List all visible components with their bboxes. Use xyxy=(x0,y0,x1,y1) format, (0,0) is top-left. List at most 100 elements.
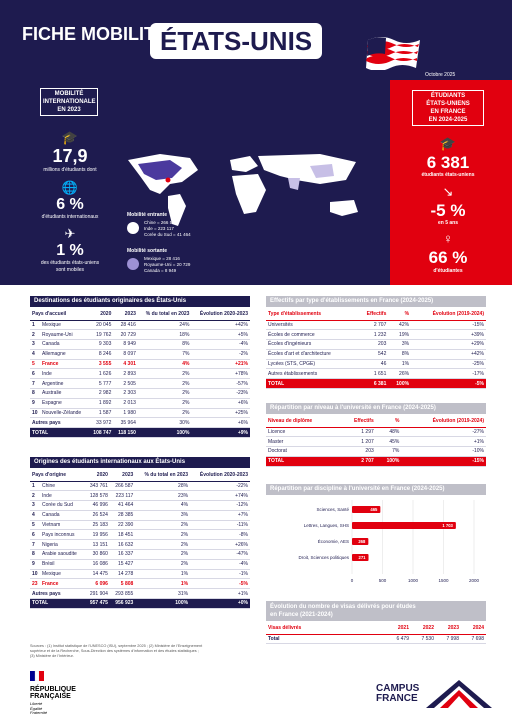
country-cell: Royaume-Uni xyxy=(40,329,89,341)
other-row: Autres pays 33 972 35 964 30% +6% xyxy=(30,417,250,429)
value-cell: +6% xyxy=(191,398,250,409)
campus-france-logo: CAMPUS FRANCE xyxy=(376,680,492,708)
country-cell: Mexique xyxy=(40,569,85,580)
legend-out-dot xyxy=(127,258,139,270)
value-cell: 19% xyxy=(388,329,412,341)
table-row: 4 Canada 26 524 28 385 3% +7% xyxy=(30,510,250,521)
value-cell: 3% xyxy=(388,339,412,350)
visas-title-line1: Évolution du nombre de visas délivrés po… xyxy=(270,604,416,610)
value-cell: 2% xyxy=(135,559,191,570)
table-row: 2 Inde 128 578 223 117 23% +74% xyxy=(30,490,250,502)
value-cell: 13 151 xyxy=(84,539,110,551)
total-row: TOTAL 6 381 100% -5% xyxy=(266,378,486,390)
rank-cell: 10 xyxy=(30,569,40,580)
value-cell: 6 096 xyxy=(84,578,110,590)
value-cell: +74% xyxy=(190,490,250,502)
value-cell: 1 207 xyxy=(339,436,376,448)
country-cell: Argentine xyxy=(40,378,89,390)
label-cell: Écoles d'art et d'architecture xyxy=(266,349,357,360)
country-cell: Chine xyxy=(40,481,85,492)
category-label: Sciences, Santé xyxy=(316,507,349,512)
value-cell: 41 464 xyxy=(109,500,136,511)
globe-icon: 🌐 xyxy=(61,180,79,195)
visas-value: 7 998 xyxy=(436,634,461,645)
value-cell: 223 117 xyxy=(109,490,136,502)
country-cell: Arabie saoudite xyxy=(40,549,85,560)
stat-mobile-label2: sont mobiles xyxy=(55,267,85,273)
date-label: Octobre 2025 xyxy=(425,72,456,78)
value-cell: +7% xyxy=(190,510,250,521)
rf-motto1: Liberté xyxy=(30,701,43,706)
value-cell: 16 337 xyxy=(109,549,136,560)
value-cell: +29% xyxy=(411,339,486,350)
visas-header: Visas délivrés xyxy=(266,623,386,635)
table-row: 5 France 3 555 4 301 4% +21% xyxy=(30,359,250,370)
legend-in-item-3: Corée du Sud = 41 464 xyxy=(144,232,191,237)
value-cell: 118 150 xyxy=(113,427,138,439)
label-cell: Autres pays xyxy=(30,588,85,600)
france-box-line1: ÉTUDIANTS xyxy=(430,93,466,99)
stat-students-label: millions d'étudiants dont xyxy=(43,167,97,173)
stat-fr-female-label: d'étudiantes xyxy=(433,268,463,274)
value-cell: -15% xyxy=(411,320,486,331)
country-cell: France xyxy=(40,359,89,370)
legend-in-dot xyxy=(127,222,139,234)
x-tick-label: 1000 xyxy=(408,578,419,583)
value-cell: 16 632 xyxy=(109,539,136,551)
value-cell: -17% xyxy=(411,368,486,380)
label-cell: TOTAL xyxy=(30,598,85,609)
table-row: Master 1 207 45% +1% xyxy=(266,436,486,448)
value-cell: 2 013 xyxy=(113,398,138,409)
rank-cell: 9 xyxy=(30,559,40,570)
value-cell: -5% xyxy=(411,378,486,390)
value-cell: 33 972 xyxy=(88,417,114,429)
value-cell: 45% xyxy=(375,436,402,448)
cf-line1: CAMPUS xyxy=(376,683,420,694)
stat-mobile-label1: des étudiants états-uniens xyxy=(40,260,100,266)
visas-value: 7 530 xyxy=(411,634,436,645)
value-cell: 2% xyxy=(135,529,191,541)
value-cell: +39% xyxy=(411,329,486,341)
title-part2: ÉTATS-UNIS xyxy=(160,26,313,56)
value-cell: 2% xyxy=(135,539,191,551)
value-cell: 1 892 xyxy=(88,398,114,409)
country-cell: Inde xyxy=(40,490,85,502)
bar xyxy=(352,554,369,561)
value-cell: 8 949 xyxy=(113,339,138,350)
label-cell: Autres pays xyxy=(30,417,89,429)
value-cell: 14 475 xyxy=(84,569,110,580)
value-cell: 2 707 xyxy=(356,320,389,331)
value-cell: 5 777 xyxy=(88,378,114,390)
plane-icon: ✈ xyxy=(64,226,76,241)
header-cell: % xyxy=(375,416,402,428)
value-cell: 956 923 xyxy=(109,598,136,609)
table-row: 8 Australie 2 982 2 303 2% -23% xyxy=(30,388,250,399)
rank-cell: 3 xyxy=(30,500,40,511)
bar-value-label: 271 xyxy=(359,555,367,560)
label-cell: Lycées (STS, CPGE) xyxy=(266,359,357,370)
country-cell: Corée du Sud xyxy=(40,500,85,511)
value-cell: 3% xyxy=(135,510,191,521)
value-cell: +5% xyxy=(191,329,250,341)
sources-note: Sources : (1) Institut statistique de l'… xyxy=(30,644,240,659)
world-map xyxy=(128,154,358,226)
table-row: 9 Brésil 16 086 15 427 2% -4% xyxy=(30,559,250,570)
etab-table: Type d'établissements Effectifs% Évolution… xyxy=(266,309,486,390)
rank-cell: 9 xyxy=(30,398,40,409)
value-cell: -22% xyxy=(190,481,250,492)
table-row: Écoles d'ingénieurs 203 3% +29% xyxy=(266,339,486,350)
value-cell: 2 505 xyxy=(113,378,138,390)
value-cell: -2% xyxy=(191,349,250,360)
value-cell: 1 232 xyxy=(356,329,389,341)
cf-line2: FRANCE xyxy=(376,693,418,704)
value-cell: 1% xyxy=(135,569,191,580)
value-cell: 20 045 xyxy=(88,320,114,331)
table-row: Autres établissements 1 651 26% -17% xyxy=(266,368,486,380)
title-box: ÉTATS-UNIS xyxy=(150,23,323,59)
table-row: 3 Corée du Sud 46 996 41 464 4% -12% xyxy=(30,500,250,511)
rank-cell: 7 xyxy=(30,539,40,551)
stat-fr-female-value: 66 % xyxy=(428,248,468,267)
header-cell: Évolution (2019-2024) xyxy=(411,309,486,321)
rf-line2: FRANÇAISE xyxy=(30,693,71,700)
legend-out-item-1: Mexique = 28 416 xyxy=(144,256,180,261)
